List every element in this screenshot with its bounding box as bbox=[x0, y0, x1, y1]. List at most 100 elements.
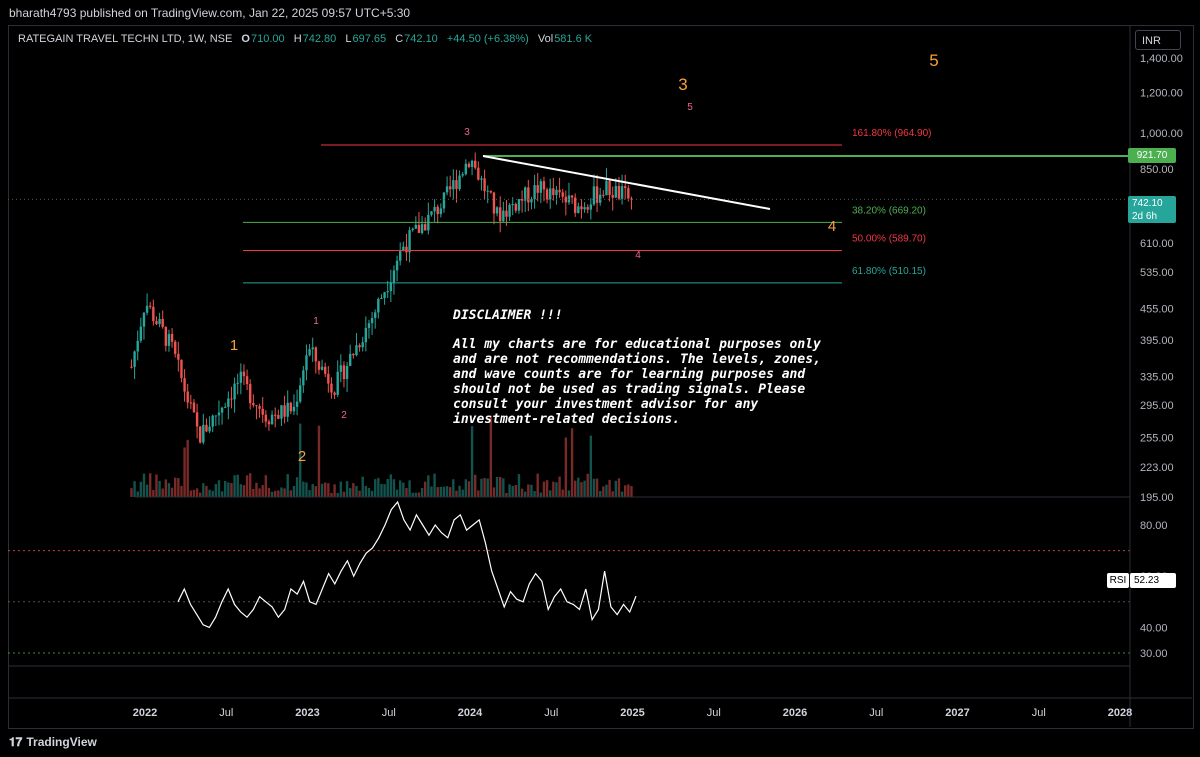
price-tick-label: 455.00 bbox=[1140, 303, 1174, 315]
candle-body bbox=[405, 246, 408, 253]
candle-body bbox=[261, 408, 264, 415]
candle-body bbox=[502, 210, 505, 222]
candle-body bbox=[592, 186, 596, 205]
volume-label: Vol bbox=[537, 33, 554, 45]
candle-body bbox=[245, 376, 249, 385]
volume-bar bbox=[245, 475, 249, 497]
volume-bar bbox=[458, 485, 461, 497]
volume-bar bbox=[420, 487, 424, 497]
volume-bar bbox=[239, 484, 243, 497]
volume-bar bbox=[158, 480, 161, 497]
volume-bar bbox=[520, 488, 524, 497]
tradingview-footer[interactable]: 𝟏𝟕 TradingView bbox=[9, 735, 97, 750]
candle-body bbox=[395, 260, 399, 271]
volume-bar bbox=[605, 484, 608, 497]
open-label: O bbox=[241, 33, 250, 45]
volume-bar bbox=[508, 484, 511, 497]
candle-body bbox=[202, 424, 205, 443]
volume-bar bbox=[214, 483, 218, 497]
candle-body bbox=[367, 323, 371, 328]
volume-bar bbox=[195, 488, 199, 497]
volume-bar bbox=[302, 481, 305, 497]
volume-bar bbox=[311, 484, 314, 497]
rsi-tick-label: 80.00 bbox=[1140, 520, 1168, 532]
candle-body bbox=[142, 312, 146, 327]
candle-body bbox=[527, 187, 530, 203]
volume-bar bbox=[442, 486, 446, 497]
volume-bar bbox=[308, 490, 311, 497]
price-tick-label: 1,200.00 bbox=[1140, 87, 1183, 99]
close-label: C bbox=[395, 33, 404, 45]
volume-bar bbox=[602, 486, 605, 497]
candle-body bbox=[449, 186, 452, 190]
volume-bar bbox=[577, 477, 580, 497]
candle-body bbox=[314, 347, 318, 362]
volume-bar bbox=[342, 491, 346, 497]
volume-bar bbox=[355, 485, 358, 497]
volume-bar bbox=[305, 482, 308, 497]
volume-bar bbox=[502, 478, 505, 497]
candle-body bbox=[136, 340, 139, 352]
candle-body bbox=[255, 405, 258, 407]
volume-bar bbox=[542, 481, 546, 497]
candle-body bbox=[599, 194, 602, 203]
volume-bar bbox=[274, 490, 277, 497]
candle-body bbox=[270, 414, 274, 425]
volume-bar bbox=[339, 481, 343, 497]
candle-body bbox=[324, 366, 327, 374]
volume-bar bbox=[449, 487, 452, 497]
volume-bar bbox=[377, 477, 380, 497]
candle-body bbox=[345, 365, 349, 380]
candle-body bbox=[280, 405, 283, 419]
candle-body bbox=[374, 312, 377, 318]
candle-body bbox=[614, 185, 618, 198]
candle-body bbox=[602, 194, 605, 196]
candle-body bbox=[508, 204, 511, 217]
volume-bar bbox=[489, 415, 493, 497]
volume-bar bbox=[483, 477, 486, 497]
candle-body bbox=[205, 424, 208, 432]
candle-body bbox=[327, 373, 330, 384]
candle-body bbox=[574, 197, 577, 213]
candle-body bbox=[461, 174, 464, 176]
candle-body bbox=[299, 385, 302, 402]
volume-bar bbox=[464, 479, 468, 497]
volume-bar bbox=[358, 490, 361, 497]
candle-body bbox=[242, 371, 246, 377]
volume-bar bbox=[427, 475, 430, 497]
chart-frame[interactable] bbox=[8, 25, 1194, 729]
volume-bar bbox=[155, 474, 158, 497]
candle-body bbox=[402, 246, 405, 251]
volume-bar bbox=[202, 483, 205, 497]
volume-bar bbox=[261, 485, 264, 497]
candle-body bbox=[536, 185, 539, 193]
price-tick-label: 1,000.00 bbox=[1140, 128, 1183, 140]
volume-bar bbox=[327, 483, 330, 497]
candle-body bbox=[139, 326, 143, 341]
candle-body bbox=[480, 178, 483, 180]
time-tick-label: Jul bbox=[869, 707, 883, 719]
low-value: 697.65 bbox=[352, 33, 387, 45]
change-value: +44.50 (+6.38%) bbox=[446, 33, 529, 45]
candle-body bbox=[561, 192, 564, 197]
rsi-tick-label: 40.00 bbox=[1140, 622, 1168, 634]
candle-body bbox=[539, 181, 543, 193]
candle-body bbox=[380, 298, 383, 300]
candle-body bbox=[355, 345, 358, 356]
candle-body bbox=[177, 353, 180, 360]
price-tick-label: 255.00 bbox=[1140, 432, 1174, 444]
candle-body bbox=[230, 398, 233, 400]
volume-bar bbox=[477, 490, 480, 497]
volume-bar bbox=[392, 479, 396, 497]
time-tick-label: Jul bbox=[219, 707, 233, 719]
symbol-title[interactable]: RATEGAIN TRAVEL TECHN LTD, 1W, NSE bbox=[18, 33, 233, 45]
level-badge: 921.70 bbox=[1128, 148, 1176, 163]
volume-bar bbox=[439, 486, 443, 497]
candle-body bbox=[130, 366, 133, 368]
price-badge-countdown: 2d 6h bbox=[1132, 211, 1158, 222]
candle-body bbox=[455, 180, 458, 190]
candle-body bbox=[430, 211, 433, 215]
volume-bar bbox=[539, 492, 543, 497]
currency-selector[interactable]: INR bbox=[1135, 30, 1181, 50]
